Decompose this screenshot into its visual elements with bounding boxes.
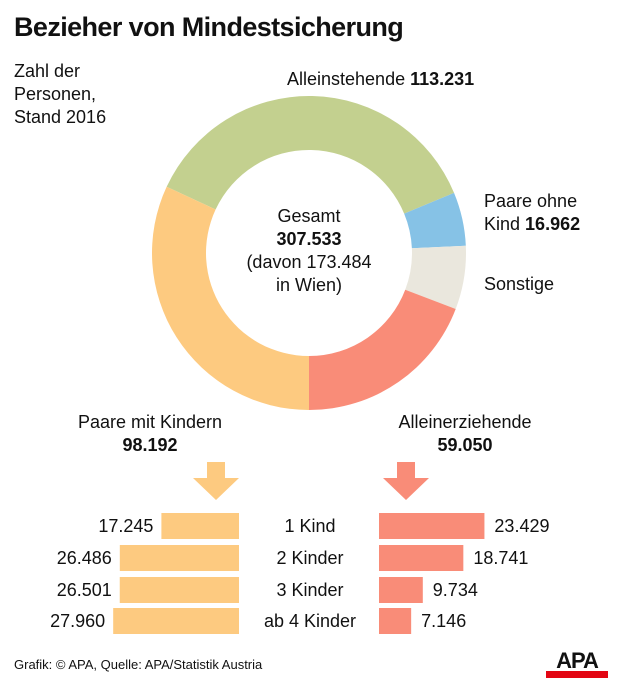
center-label: Gesamt	[277, 206, 341, 226]
label-value: 113.231	[410, 69, 475, 89]
bar-paare-mit-kindern	[119, 577, 239, 603]
bar-alleinerziehende	[379, 608, 412, 634]
label-paare-ohne-kind: Paare ohne Kind 16.962	[484, 190, 580, 236]
category-label: 3 Kinder	[276, 580, 344, 600]
logo-red-bar	[546, 671, 608, 678]
label-name: Alleinstehende	[287, 69, 406, 89]
label-name: Alleinerziehende	[398, 412, 532, 432]
donut-slice-sonstige	[405, 245, 466, 309]
label-name: Paare mit Kindern	[77, 412, 223, 432]
bar-value-label: 26.486	[56, 548, 112, 568]
category-label: 2 Kinder	[276, 548, 344, 568]
donut-center-text: Gesamt 307.533 (davon 173.484 in Wien)	[229, 205, 389, 297]
bar-value-label: 9.734	[432, 580, 478, 600]
label-name: Paare ohne	[484, 191, 578, 211]
center-note: in Wien)	[275, 275, 342, 295]
arrow-down-icon	[383, 462, 429, 500]
bar-paare-mit-kindern	[119, 545, 239, 571]
label-alleinstehende: Alleinstehende 113.231	[287, 68, 474, 91]
bar-value-label: 26.501	[56, 580, 112, 600]
bar-alleinerziehende	[379, 513, 485, 539]
center-note: (davon 173.484	[246, 252, 372, 272]
bar-alleinerziehende	[379, 545, 464, 571]
label-value: 16.962	[525, 214, 581, 234]
donut-slice-paare-ohne-kind	[404, 192, 466, 249]
source-footer: Grafik: © APA, Quelle: APA/Statistik Aus…	[14, 657, 263, 672]
label-sonstige: Sonstige	[484, 274, 555, 294]
center-total: 307.533	[276, 229, 342, 249]
category-label: 1 Kind	[284, 516, 336, 536]
chart-title: Bezieher von Mindestsicherung	[14, 12, 404, 42]
subtitle-line: Stand 2016	[14, 107, 107, 127]
bar-value-label: 18.741	[473, 548, 529, 568]
bar-value-label: 27.960	[50, 611, 106, 631]
label-alleinerziehende: Alleinerziehende 59.050	[385, 411, 545, 457]
subtitle-line: Personen,	[14, 84, 97, 104]
chart-subtitle: Zahl der Personen, Stand 2016	[14, 60, 154, 129]
label-name: Kind	[484, 214, 521, 234]
donut-slice-paare-mit-kindern	[151, 186, 309, 410]
category-label: ab 4 Kinder	[263, 611, 357, 631]
bar-alleinerziehende	[379, 577, 423, 603]
bar-paare-mit-kindern	[161, 513, 239, 539]
label-paare-mit-kindern: Paare mit Kindern 98.192	[60, 411, 240, 457]
bar-value-label: 7.146	[421, 611, 467, 631]
bar-value-label: 23.429	[494, 516, 550, 536]
apa-logo: APA	[546, 648, 608, 678]
donut-slice-alleinerziehende	[309, 289, 456, 410]
arrow-down-icon	[193, 462, 239, 500]
logo-text: APA	[556, 648, 599, 673]
bar-value-label: 17.245	[98, 516, 154, 536]
subtitle-line: Zahl der	[14, 61, 81, 81]
label-value: 98.192	[122, 435, 178, 455]
bar-paare-mit-kindern	[113, 608, 239, 634]
donut-slice-alleinstehende	[166, 95, 455, 214]
label-value: 59.050	[437, 435, 493, 455]
